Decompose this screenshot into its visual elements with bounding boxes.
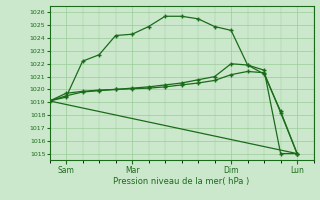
X-axis label: Pression niveau de la mer( hPa ): Pression niveau de la mer( hPa ) — [114, 177, 250, 186]
